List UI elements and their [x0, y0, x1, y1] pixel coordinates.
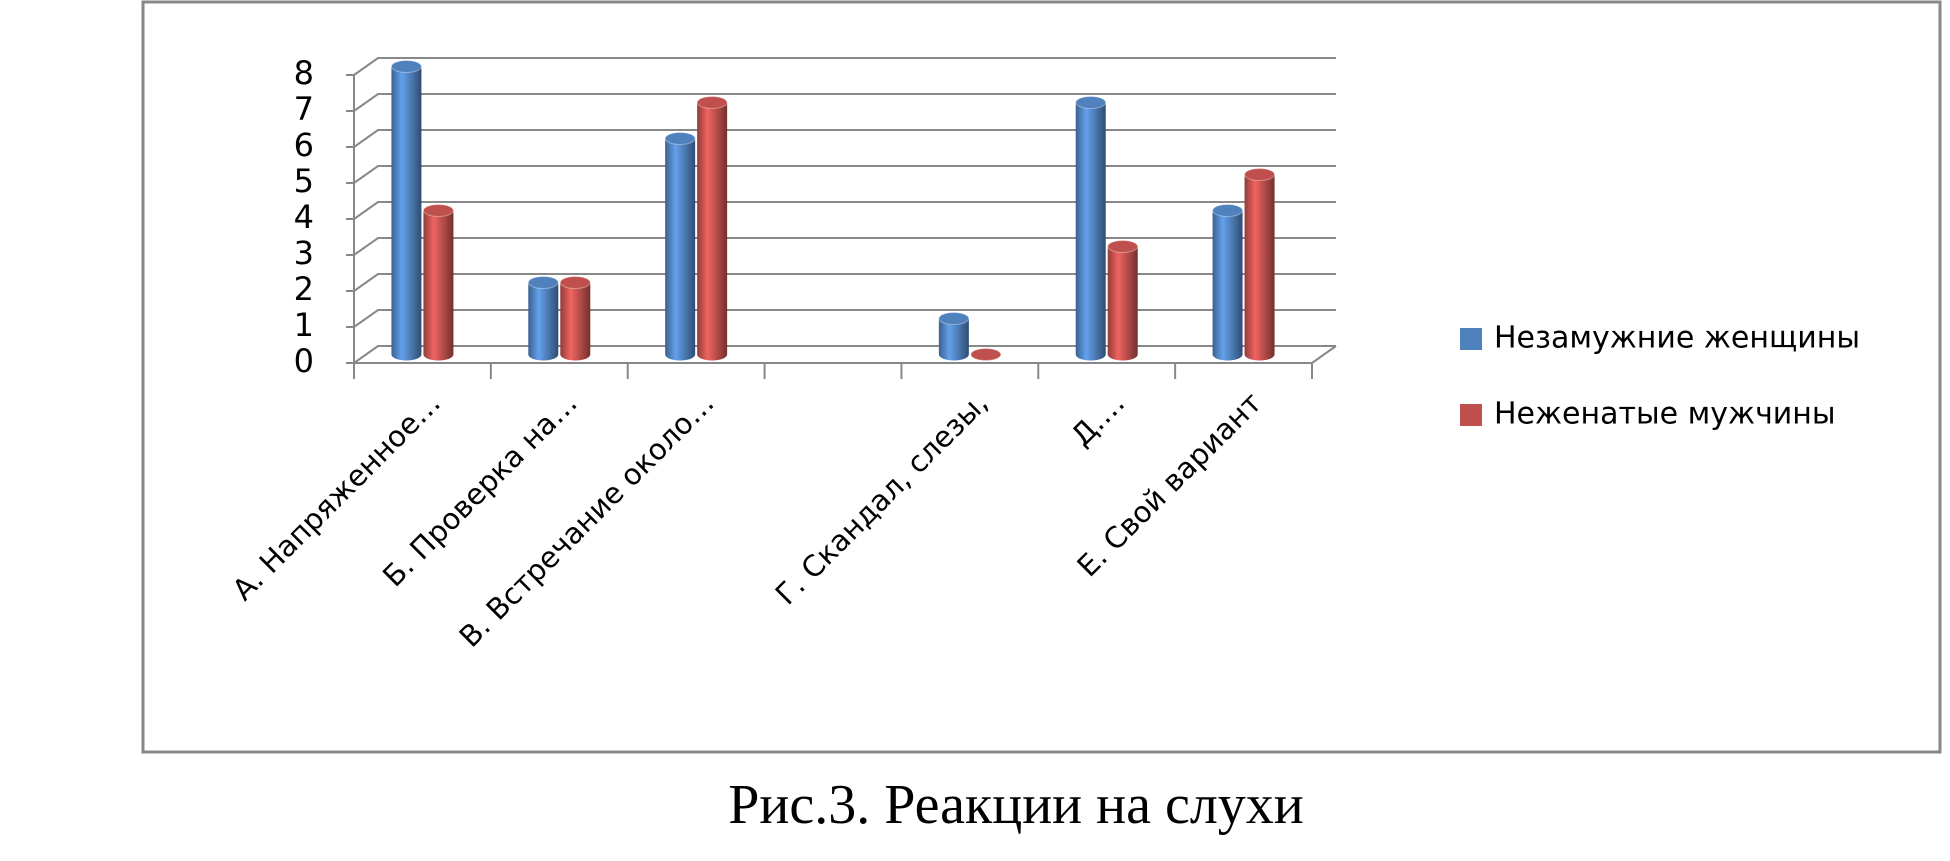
- bar-body: [528, 282, 559, 361]
- bar: [390, 60, 422, 361]
- grid-line: [353, 237, 1336, 256]
- grid-line: [353, 57, 1336, 76]
- bar-body: [1244, 174, 1275, 361]
- bar-top: [1107, 240, 1139, 253]
- grid-line: [353, 129, 1336, 148]
- grid-line: [353, 309, 1336, 328]
- bar-top: [1244, 168, 1276, 181]
- bar: [559, 276, 591, 361]
- bar-top: [1075, 96, 1107, 109]
- bar-body: [1075, 102, 1106, 361]
- legend-swatch: [1460, 328, 1482, 350]
- bar-body: [697, 102, 728, 361]
- bar-top: [1212, 204, 1244, 217]
- bar-top: [422, 204, 454, 217]
- y-tick-label: 8: [294, 54, 314, 92]
- bar-body: [665, 138, 696, 361]
- y-tick-label: 0: [294, 342, 314, 380]
- bar-body: [391, 66, 422, 361]
- bar-top: [664, 132, 696, 145]
- grid-line: [353, 273, 1336, 292]
- bar: [938, 312, 970, 361]
- y-tick-label: 2: [294, 270, 314, 308]
- x-tick-label: Г. Скандал, слезы,: [769, 386, 995, 612]
- bar: [527, 276, 559, 361]
- y-tick-label: 3: [294, 234, 314, 272]
- bar-top: [390, 60, 422, 73]
- legend-label: Неженатые мужчины: [1494, 397, 1836, 432]
- y-tick-label: 1: [294, 306, 314, 344]
- bar: [1212, 204, 1244, 361]
- bar-body: [423, 210, 454, 361]
- bar-top: [938, 312, 970, 325]
- bar: [1075, 96, 1107, 361]
- bar-body: [560, 282, 591, 361]
- bar-top: [970, 348, 1002, 361]
- y-tick-label: 6: [294, 126, 314, 164]
- bar: [422, 204, 454, 361]
- grid-line: [353, 345, 1336, 364]
- legend-swatch: [1460, 404, 1482, 426]
- bar-top: [696, 96, 728, 109]
- bar: [1107, 240, 1139, 361]
- x-tick-label: В. Встречание около…: [452, 386, 720, 654]
- bar: [664, 132, 696, 361]
- grid-line: [353, 93, 1336, 112]
- caption: Рис.3. Реакции на слухи: [728, 774, 1303, 836]
- y-tick-label: 5: [294, 162, 314, 200]
- bar: [970, 348, 1002, 361]
- x-axis-right: [1311, 345, 1337, 364]
- chart-frame: [141, 0, 1942, 754]
- x-tick-label: Д.…: [1064, 386, 1131, 453]
- bar-top: [559, 276, 591, 289]
- y-tick-label: 7: [294, 90, 314, 128]
- bar: [1244, 168, 1276, 361]
- grid-line: [353, 201, 1336, 220]
- y-tick-label: 4: [294, 198, 314, 236]
- bar: [696, 96, 728, 361]
- bar-body: [938, 318, 969, 361]
- grid-line: [353, 165, 1336, 184]
- bar-body: [1107, 246, 1138, 361]
- legend-label: Незамужние женщины: [1494, 321, 1860, 356]
- bar-body: [1212, 210, 1243, 361]
- bar-top: [527, 276, 559, 289]
